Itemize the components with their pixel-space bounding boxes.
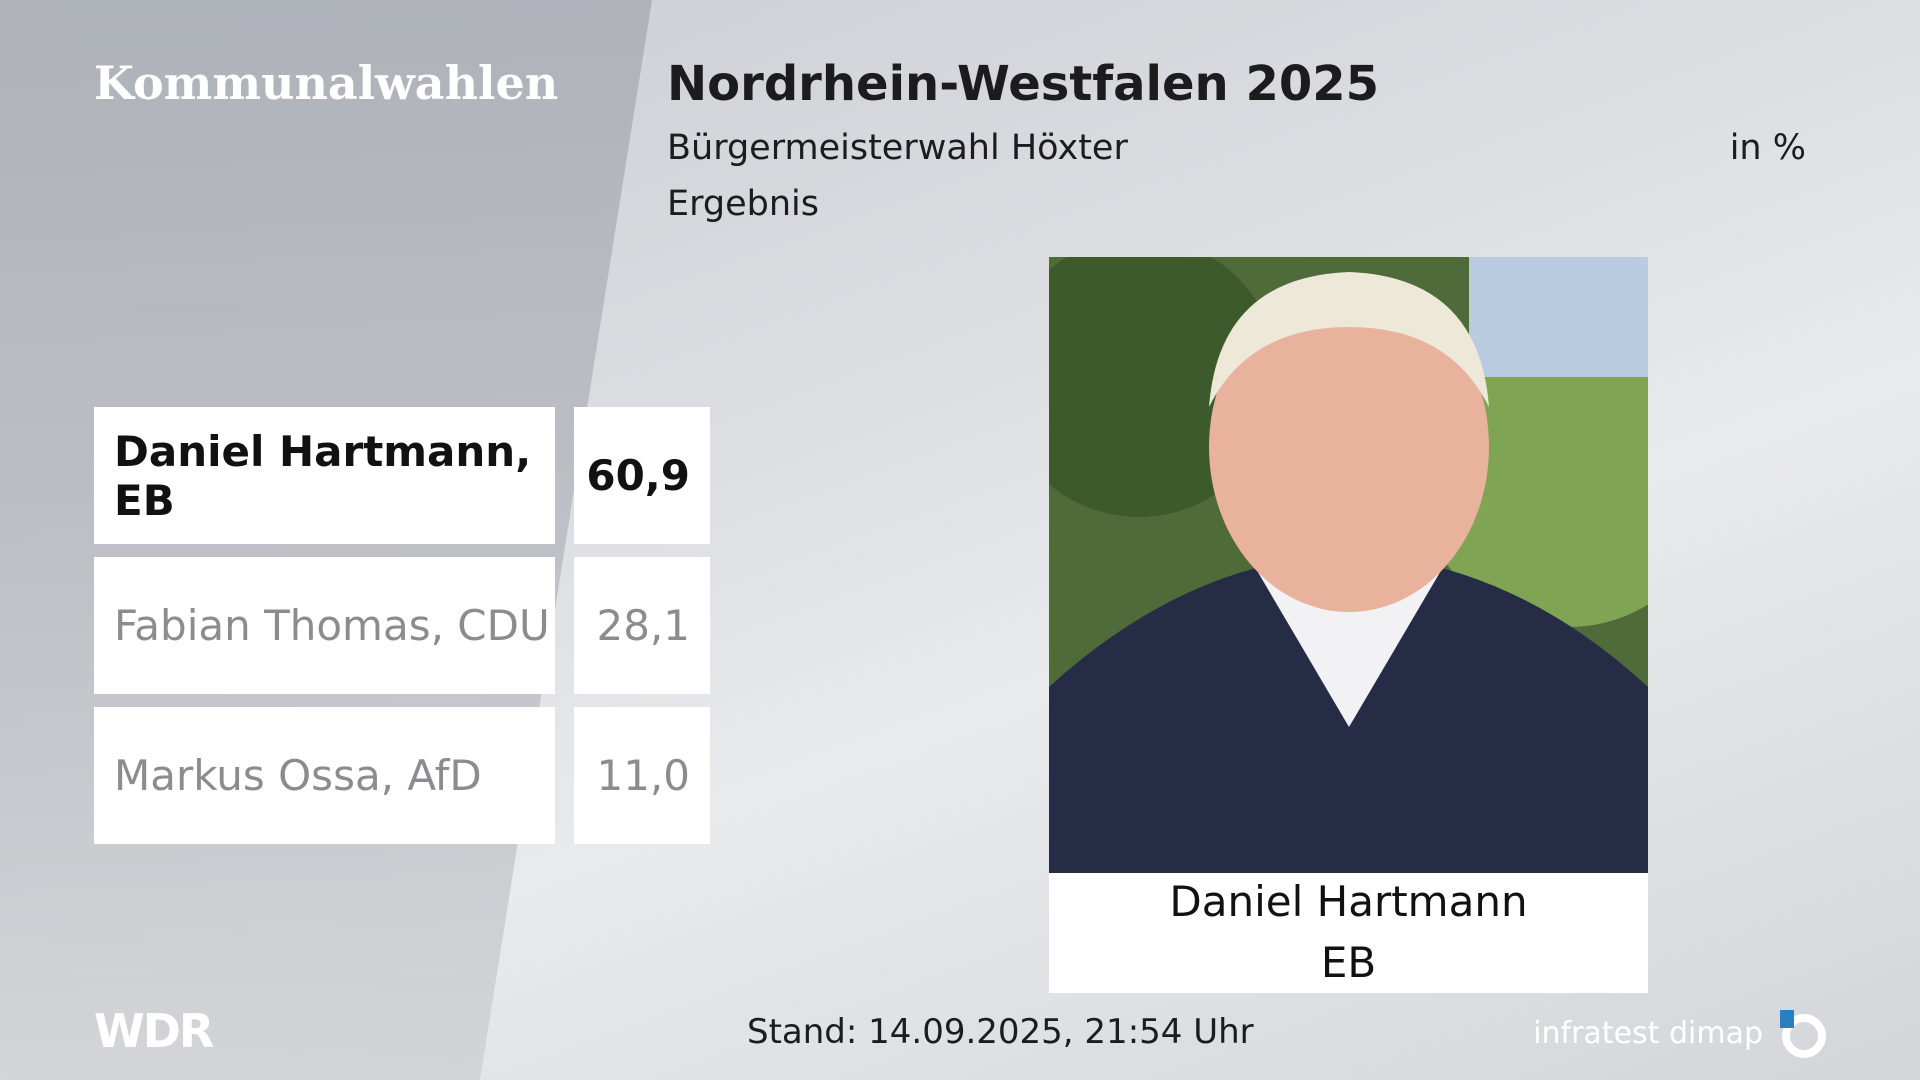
percent-cell: 28,1 — [574, 557, 710, 694]
candidate-cell: Daniel Hartmann, EB — [94, 407, 555, 544]
photo-caption: Daniel Hartmann EB — [1049, 873, 1648, 993]
status: Stand: 14.09.2025, 21:54 Uhr — [747, 1012, 1254, 1052]
candidate-name: Daniel Hartmann — [1169, 877, 1528, 926]
candidate-cell: Markus Ossa, AfD — [94, 707, 555, 844]
result-label: Ergebnis — [667, 184, 819, 224]
title: Nordrhein-Westfalen 2025 — [667, 56, 1380, 112]
source: infratest dimap — [1533, 1016, 1763, 1051]
candidate-cell: Fabian Thomas, CDU — [94, 557, 555, 694]
candidate-photo — [1049, 257, 1648, 873]
subtitle: Bürgermeisterwahl Höxter — [667, 128, 1128, 168]
source-logo — [1780, 1010, 1826, 1058]
unit: in % — [1729, 128, 1806, 168]
brand: Kommunalwahlen — [94, 56, 559, 110]
candidate-party: EB — [1320, 938, 1377, 987]
logo: WDR — [94, 1004, 214, 1058]
percent-cell: 60,9 — [574, 407, 710, 544]
percent-cell: 11,0 — [574, 707, 710, 844]
